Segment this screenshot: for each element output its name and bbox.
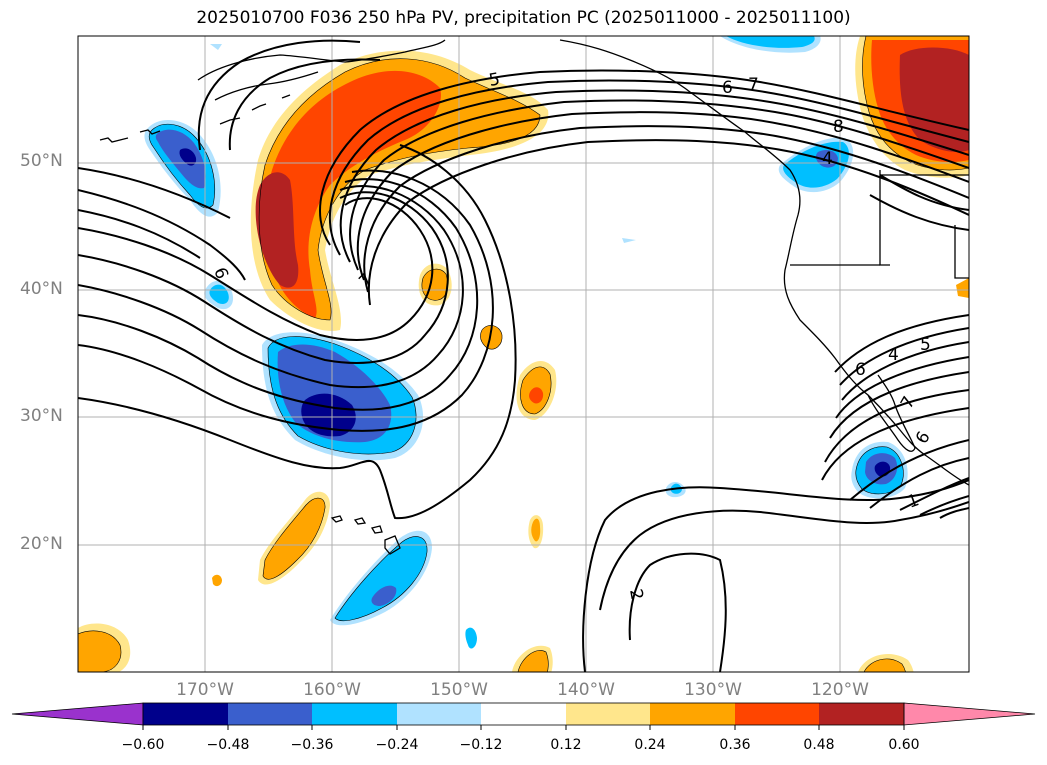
colorbar-segment: [228, 703, 312, 725]
lon-label-130w: 130°W: [684, 680, 742, 700]
colorbar-segment: [143, 703, 228, 725]
contour-label: 6: [855, 360, 866, 380]
colorbar-segment: [312, 703, 397, 725]
colorbar-tick-label: −0.36: [290, 737, 334, 753]
precip-outlines: [78, 36, 969, 672]
lat-label-40n: 40°N: [20, 279, 63, 299]
colorbar-tick-label: 0.60: [888, 737, 920, 753]
colorbar-segment: [819, 703, 904, 725]
precip-negative-shading: [144, 36, 908, 649]
colorbar-extend-high: [903, 702, 1036, 726]
colorbar-extend-low: [11, 702, 144, 726]
colorbar-segment: [481, 703, 566, 725]
colorbar-tick-label: −0.12: [459, 737, 503, 753]
colorbar: [11, 702, 1036, 730]
lon-label-120w: 120°W: [811, 680, 869, 700]
colorbar-tick-label: −0.48: [206, 737, 250, 753]
pv-contours: [78, 39, 969, 672]
lat-label-50n: 50°N: [20, 151, 63, 171]
colorbar-tick-label: 0.36: [719, 737, 751, 753]
map-frame: [77, 35, 970, 673]
contour-label: 2: [625, 587, 647, 601]
contour-label: 8: [833, 117, 844, 137]
lon-label-160w: 160°W: [303, 680, 361, 700]
contour-label: 6: [722, 78, 733, 98]
contour-label: 4: [822, 149, 833, 169]
colorbar-segment: [397, 703, 481, 725]
precip-positive-shading: [78, 36, 969, 672]
contour-label: 7: [748, 75, 759, 95]
lon-label-140w: 140°W: [557, 680, 615, 700]
colorbar-tick-label: −0.60: [121, 737, 165, 753]
map-plot-area: 5 6 7 6 7 8 4 6 7 5 4 6 2 1: [78, 36, 969, 672]
lat-label-20n: 20°N: [20, 534, 63, 554]
colorbar-tick-label: 0.24: [634, 737, 666, 753]
lat-label-30n: 30°N: [20, 406, 63, 426]
contour-label: 5: [920, 335, 931, 355]
map-title: 2025010700 F036 250 hPa PV, precipitatio…: [196, 8, 851, 28]
colorbar-segment: [735, 703, 819, 725]
lon-label-150w: 150°W: [430, 680, 488, 700]
colorbar-tick-label: 0.48: [803, 737, 835, 753]
contour-label: 5: [487, 69, 501, 91]
colorbar-tick-label: 0.12: [550, 737, 582, 753]
colorbar-segment: [650, 703, 735, 725]
lon-label-170w: 170°W: [176, 680, 234, 700]
colorbar-tick-label: −0.24: [375, 737, 419, 753]
colorbar-segment: [566, 703, 650, 725]
coastlines: [99, 39, 969, 555]
contour-label: 4: [888, 345, 899, 365]
